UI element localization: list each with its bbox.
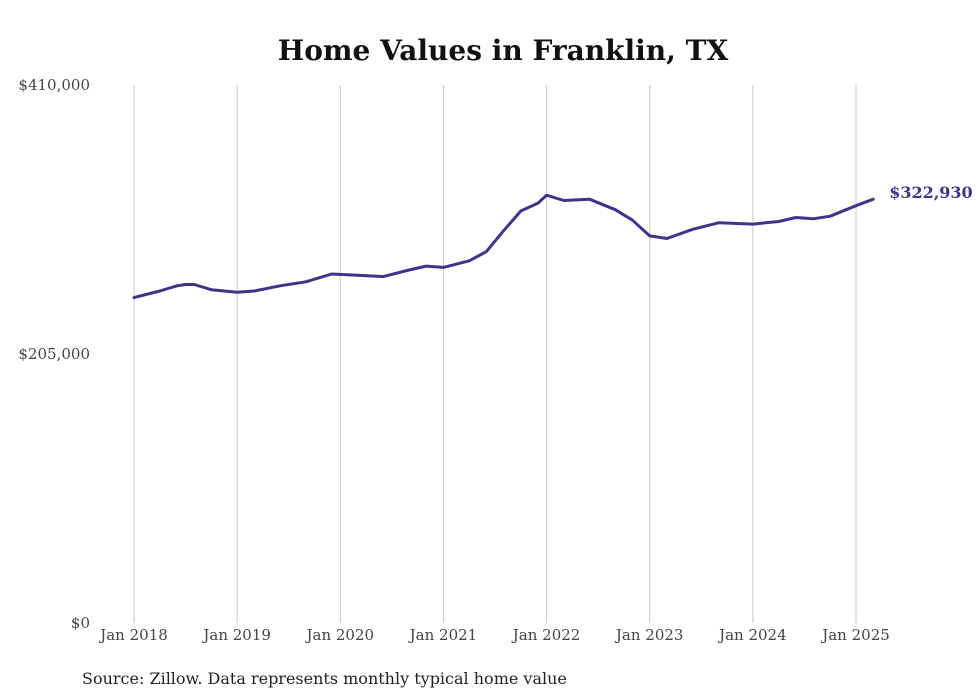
y-tick-label-1: $205,000 (18, 345, 90, 363)
x-tick-label-4: Jan 2022 (511, 626, 581, 644)
x-axis-ticks: Jan 2018 Jan 2019 Jan 2020 Jan 2021 Jan 2022… (98, 626, 890, 644)
x-tick-label-2: Jan 2020 (305, 626, 375, 644)
x-tick-label-5: Jan 2023 (614, 626, 684, 644)
y-tick-label-2: $410,000 (18, 76, 90, 94)
y-axis-ticks: $0 $205,000 $410,000 (18, 76, 90, 632)
x-tick-label-1: Jan 2019 (201, 626, 271, 644)
x-tick-label-3: Jan 2021 (408, 626, 478, 644)
source-note: Source: Zillow. Data represents monthly … (82, 669, 567, 688)
y-tick-label-0: $0 (71, 614, 90, 632)
x-tick-label-7: Jan 2025 (820, 626, 890, 644)
gridlines (133, 85, 857, 623)
x-tick-label-6: Jan 2024 (717, 626, 787, 644)
latest-value-label: $322,930 (889, 183, 973, 202)
chart-title: Home Values in Franklin, TX (278, 34, 729, 67)
x-tick-label-0: Jan 2018 (98, 626, 168, 644)
home-value-series-line (132, 193, 875, 300)
